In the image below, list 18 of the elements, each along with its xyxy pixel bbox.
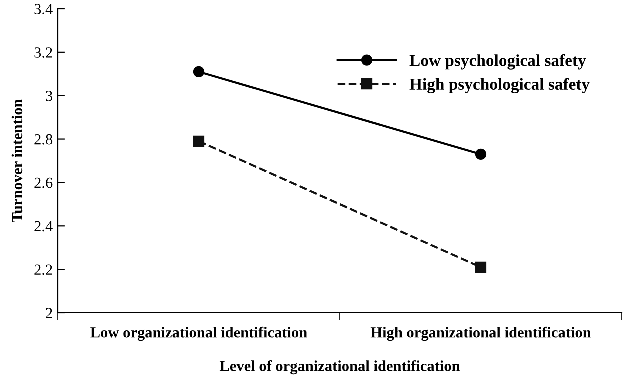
y-tick-label: 2	[46, 308, 52, 318]
x-tick-label: High organizational identification	[370, 326, 592, 342]
x-tick-label: Low organizational identification	[90, 326, 308, 342]
y-tick-label: 2.2	[34, 264, 52, 276]
y-tick-label: 3.2	[34, 48, 52, 58]
y-tick-label: 3.4	[34, 4, 53, 15]
legend-label: Low psychological safety	[410, 54, 586, 70]
point	[193, 66, 205, 78]
legend-label: High psychological safety	[410, 78, 590, 94]
x-axis-title: Level of organizational identification	[220, 360, 460, 375]
y-tick-label: 2.4	[34, 221, 53, 232]
y-tick-label: 2.8	[34, 134, 53, 145]
y-axis-title: Turnover intention	[12, 99, 23, 223]
point	[475, 262, 487, 273]
y-tick-label: 3	[46, 91, 53, 102]
point	[193, 136, 205, 148]
y-tick-label: 2.6	[34, 178, 53, 188]
point	[475, 148, 487, 160]
